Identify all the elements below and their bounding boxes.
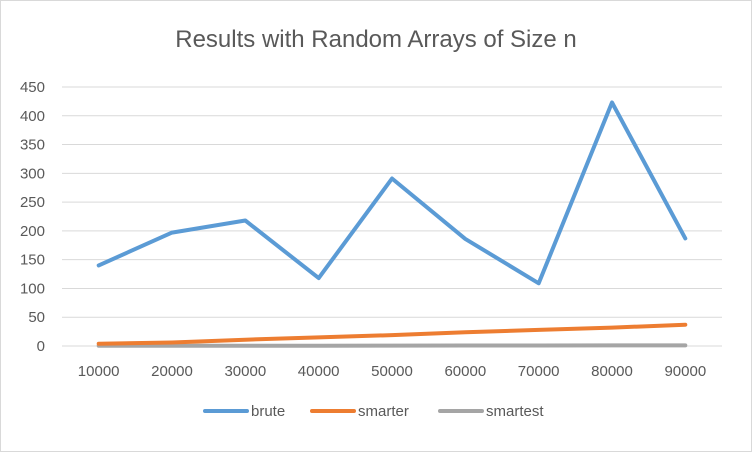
y-tick-label: 400 [20,108,45,125]
y-tick-label: 50 [28,309,45,326]
y-tick-label: 100 [20,280,45,297]
y-tick-label: 150 [20,252,45,269]
x-tick-label: 40000 [298,363,340,380]
x-tick-label: 60000 [444,363,486,380]
x-tick-label: 20000 [151,363,193,380]
legend-label-brute: brute [251,403,285,420]
legend: brute smarter smartest [203,403,544,420]
y-tick-label: 200 [20,223,45,240]
y-tick-label: 300 [20,165,45,182]
x-tick-label: 70000 [518,363,560,380]
chart-title: Results with Random Arrays of Size n [175,26,577,53]
y-tick-label: 250 [20,194,45,211]
x-tick-label: 80000 [591,363,633,380]
y-axis-ticks: 0 50 100 150 200 250 300 350 400 450 [20,79,45,355]
gridlines [62,86,722,347]
x-axis-ticks: 10000 20000 30000 40000 50000 60000 70000 80000… [78,363,706,380]
x-tick-label: 30000 [224,363,266,380]
y-tick-label: 0 [37,338,45,355]
series-lines [96,100,688,348]
y-tick-label: 450 [20,79,45,96]
y-tick-label: 350 [20,137,45,154]
legend-label-smarter: smarter [358,403,409,420]
x-tick-label: 90000 [664,363,706,380]
x-tick-label: 50000 [371,363,413,380]
series-line-brute [96,100,688,286]
legend-label-smartest: smartest [486,403,544,420]
series-line-smarter [96,322,688,346]
x-tick-label: 10000 [78,363,120,380]
